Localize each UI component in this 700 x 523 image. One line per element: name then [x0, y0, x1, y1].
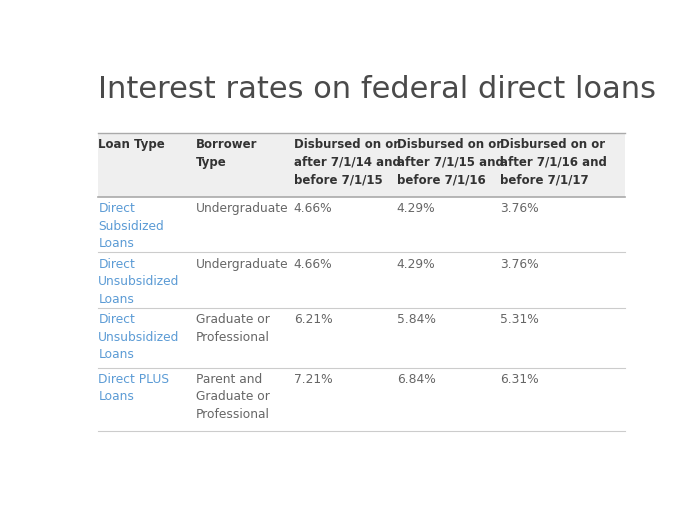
Text: Direct
Unsubsidized
Loans: Direct Unsubsidized Loans: [98, 313, 180, 361]
FancyBboxPatch shape: [98, 308, 624, 368]
Text: 3.76%: 3.76%: [500, 258, 538, 271]
Text: Disbursed on or
after 7/1/16 and
before 7/1/17: Disbursed on or after 7/1/16 and before …: [500, 138, 607, 186]
Text: 5.84%: 5.84%: [397, 313, 435, 326]
Text: Direct
Subsidized
Loans: Direct Subsidized Loans: [98, 202, 164, 250]
Text: 3.76%: 3.76%: [500, 202, 538, 215]
Text: Loan Type: Loan Type: [98, 138, 165, 151]
Text: 7.21%: 7.21%: [294, 373, 332, 386]
FancyBboxPatch shape: [98, 197, 624, 253]
Text: Undergraduate: Undergraduate: [196, 202, 288, 215]
Text: 6.31%: 6.31%: [500, 373, 538, 386]
Text: 5.31%: 5.31%: [500, 313, 538, 326]
FancyBboxPatch shape: [98, 133, 624, 197]
Text: Direct
Unsubsidized
Loans: Direct Unsubsidized Loans: [98, 258, 180, 305]
Text: Interest rates on federal direct loans: Interest rates on federal direct loans: [98, 75, 657, 104]
Text: 6.84%: 6.84%: [397, 373, 435, 386]
Text: Borrower
Type: Borrower Type: [196, 138, 258, 168]
Text: Parent and
Graduate or
Professional: Parent and Graduate or Professional: [196, 373, 270, 421]
Text: 6.21%: 6.21%: [294, 313, 332, 326]
Text: 4.66%: 4.66%: [294, 258, 332, 271]
Text: Graduate or
Professional: Graduate or Professional: [196, 313, 270, 344]
FancyBboxPatch shape: [98, 368, 624, 431]
Text: Disbursed on or
after 7/1/15 and
before 7/1/16: Disbursed on or after 7/1/15 and before …: [397, 138, 503, 186]
Text: 4.29%: 4.29%: [397, 258, 435, 271]
Text: Undergraduate: Undergraduate: [196, 258, 288, 271]
Text: Direct PLUS
Loans: Direct PLUS Loans: [98, 373, 169, 403]
Text: 4.66%: 4.66%: [294, 202, 332, 215]
Text: Disbursed on or
after 7/1/14 and
before 7/1/15: Disbursed on or after 7/1/14 and before …: [294, 138, 400, 186]
FancyBboxPatch shape: [98, 253, 624, 308]
Text: 4.29%: 4.29%: [397, 202, 435, 215]
